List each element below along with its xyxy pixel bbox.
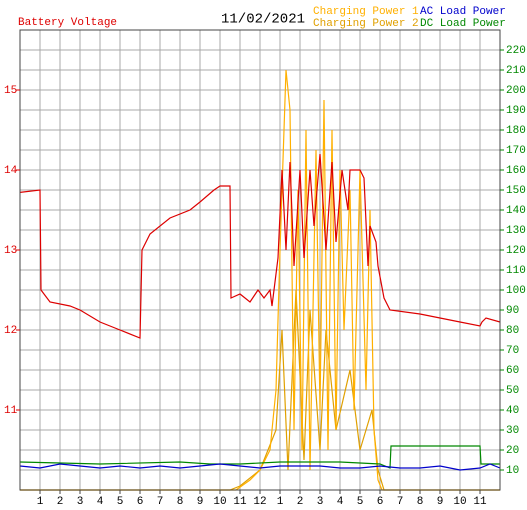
y2-tick-label: 220 <box>506 45 526 57</box>
x-tick-label: 2 <box>297 496 304 508</box>
y-tick-label: 15 <box>4 85 17 97</box>
x-tick-label: 7 <box>157 496 164 508</box>
y2-tick-label: 60 <box>506 365 519 377</box>
y2-tick-label: 80 <box>506 325 519 337</box>
x-tick-label: 1 <box>277 496 284 508</box>
x-tick-label: 10 <box>453 496 466 508</box>
x-tick-label: 6 <box>377 496 384 508</box>
series-line <box>19 153 501 339</box>
x-tick-label: 12 <box>253 496 266 508</box>
x-tick-label: 4 <box>337 496 344 508</box>
y2-tick-label: 130 <box>506 225 526 237</box>
y2-tick-label: 200 <box>506 85 526 97</box>
x-tick-label: 11 <box>233 496 247 508</box>
x-tick-label: 6 <box>137 496 144 508</box>
y2-tick-label: 10 <box>506 465 519 477</box>
y-axis-label: Battery Voltage <box>18 17 117 29</box>
y2-tick-label: 140 <box>506 205 526 217</box>
y2-tick-label: 20 <box>506 445 519 457</box>
x-tick-label: 5 <box>117 496 124 508</box>
series-line <box>19 463 501 471</box>
y-tick-label: 11 <box>4 405 18 417</box>
x-tick-label: 9 <box>197 496 204 508</box>
legend-entry: DC Load Power <box>420 18 506 30</box>
y2-tick-label: 180 <box>506 125 526 137</box>
y2-tick-label: 100 <box>506 285 526 297</box>
y2-tick-label: 50 <box>506 385 519 397</box>
y2-tick-label: 70 <box>506 345 519 357</box>
x-tick-label: 8 <box>417 496 424 508</box>
legend-entry: Charging Power 2 <box>313 18 419 30</box>
y2-tick-label: 120 <box>506 245 526 257</box>
x-tick-label: 7 <box>397 496 404 508</box>
y2-tick-label: 90 <box>506 305 519 317</box>
y-tick-label: 12 <box>4 325 17 337</box>
x-tick-label: 1 <box>37 496 44 508</box>
x-tick-label: 3 <box>77 496 84 508</box>
y2-tick-label: 40 <box>506 405 519 417</box>
x-tick-label: 3 <box>317 496 324 508</box>
x-tick-label: 9 <box>437 496 444 508</box>
y2-tick-label: 210 <box>506 65 526 77</box>
y2-tick-label: 30 <box>506 425 519 437</box>
y2-tick-label: 150 <box>506 185 526 197</box>
x-tick-label: 5 <box>357 496 364 508</box>
legend-entry: Charging Power 1 <box>313 6 419 18</box>
x-tick-label: 11 <box>473 496 487 508</box>
y-tick-label: 13 <box>4 245 17 257</box>
x-tick-label: 10 <box>213 496 226 508</box>
x-tick-label: 8 <box>177 496 184 508</box>
series-line <box>20 69 500 491</box>
y2-tick-label: 110 <box>506 265 526 277</box>
x-tick-label: 2 <box>57 496 64 508</box>
chart-title: 11/02/2021 <box>221 12 305 28</box>
y2-tick-label: 190 <box>506 105 526 117</box>
y-tick-label: 14 <box>4 165 18 177</box>
x-tick-label: 4 <box>97 496 104 508</box>
series-line <box>19 445 500 469</box>
y2-tick-label: 170 <box>506 145 526 157</box>
legend-entry: AC Load Power <box>420 6 506 18</box>
y2-tick-label: 160 <box>506 165 526 177</box>
